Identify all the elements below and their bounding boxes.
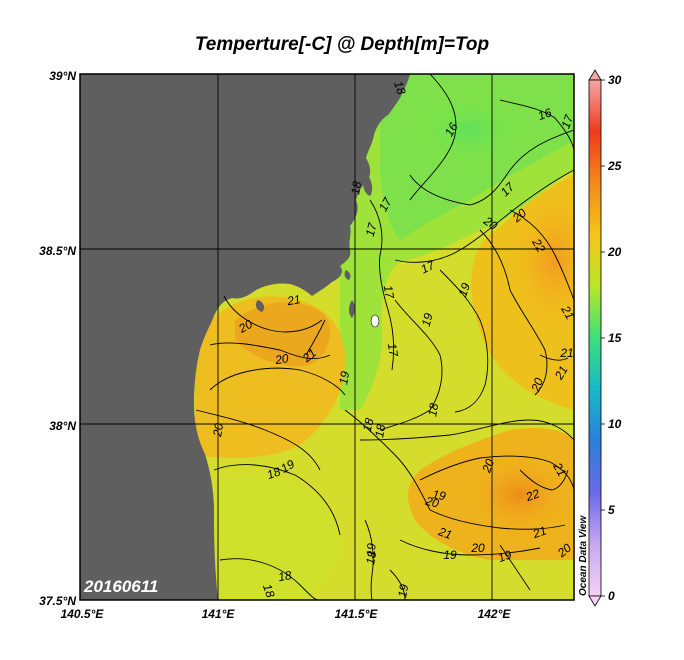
isoline-label: 17 bbox=[558, 112, 576, 131]
lat-tick-label: 38°N bbox=[49, 419, 76, 433]
odv-watermark: Ocean Data View bbox=[578, 515, 589, 596]
lat-axis: 39°N 38.5°N 38°N 37.5°N bbox=[39, 69, 76, 608]
isoline-label: 20 bbox=[273, 351, 290, 367]
isoline-label: 19 bbox=[496, 547, 514, 565]
isoline-label: 22 bbox=[523, 486, 542, 504]
graticule bbox=[80, 74, 574, 600]
isoline-label: 21 bbox=[558, 302, 577, 321]
isoline-label: 18 bbox=[260, 582, 278, 600]
isoline-label: 18 bbox=[265, 464, 283, 482]
land bbox=[80, 74, 410, 600]
isoline-label: 16 bbox=[442, 120, 461, 139]
lat-tick-label: 37.5°N bbox=[39, 594, 76, 608]
isoline-label: 21 bbox=[436, 524, 454, 542]
isoline-label: 21 bbox=[530, 523, 548, 541]
isoline-label: 20 bbox=[479, 457, 497, 476]
colorbar: 30 25 20 15 10 5 0 bbox=[588, 69, 622, 607]
isoline-label: 20 bbox=[528, 376, 546, 395]
isoline-label: 19 bbox=[364, 542, 379, 557]
isoline-label: 18 bbox=[391, 79, 409, 97]
lat-tick-label: 38.5°N bbox=[39, 244, 76, 258]
lon-axis: 140.5°E 141°E 141.5°E 142°E bbox=[61, 607, 512, 621]
colorbar-top-arrow bbox=[588, 69, 602, 81]
colorbar-tick-label: 10 bbox=[608, 417, 622, 431]
isoline-label: 18 bbox=[348, 180, 364, 196]
isoline-label: 19 bbox=[278, 457, 297, 476]
isoline-label: 21 bbox=[285, 292, 302, 308]
isoline-label: 17 bbox=[381, 284, 397, 301]
isoline-label: 16 bbox=[536, 105, 554, 123]
isolines bbox=[195, 74, 574, 600]
isoline-label: 21 bbox=[550, 459, 569, 478]
lon-tick-label: 140.5°E bbox=[61, 607, 105, 621]
colorbar-tick-label: 30 bbox=[608, 73, 622, 87]
colorbar-tick-label: 5 bbox=[608, 503, 615, 517]
isoline-label: 19 bbox=[455, 281, 473, 299]
isoline-label: 20 bbox=[470, 541, 485, 555]
isoline-label: 21 bbox=[551, 363, 570, 382]
isoline-label: 22 bbox=[529, 235, 548, 255]
colorbar-bar bbox=[588, 79, 602, 597]
isoline-label: 19 bbox=[395, 583, 411, 599]
colorbar-tick-label: 20 bbox=[607, 245, 622, 259]
isoline-label: 20 bbox=[423, 493, 441, 510]
lat-tick-label: 39°N bbox=[49, 69, 76, 83]
lon-tick-label: 141°E bbox=[202, 607, 236, 621]
isoline-label: 19 bbox=[431, 487, 447, 503]
plot-frame bbox=[79, 73, 575, 601]
colorbar-bottom-arrow bbox=[588, 595, 602, 607]
colorbar-tick-label: 0 bbox=[608, 589, 615, 603]
isoline-label: 17 bbox=[385, 342, 401, 359]
isoline-label: 18 bbox=[425, 402, 441, 418]
isoline-label: 20 bbox=[480, 213, 500, 233]
isoline-label: 18 bbox=[360, 416, 377, 433]
colorbar-tick-label: 15 bbox=[608, 331, 622, 345]
isoline-label: 21 bbox=[559, 346, 573, 360]
isoline-label: 18 bbox=[372, 423, 388, 439]
isoline-label: 17 bbox=[363, 220, 380, 238]
colorbar-tick-label: 25 bbox=[607, 159, 622, 173]
date-label: 20160611 bbox=[83, 577, 158, 596]
isoline-label: 18 bbox=[277, 568, 293, 584]
isoline-label: 20 bbox=[235, 317, 255, 336]
map-title: Temperture[-C] @ Depth[m]=Top bbox=[194, 34, 490, 55]
colorbar-ticks: 30 25 20 15 10 5 0 bbox=[601, 73, 622, 603]
lon-tick-label: 141.5°E bbox=[335, 607, 379, 621]
isoline-label: 19 bbox=[443, 548, 457, 562]
isoline-label: 18 bbox=[363, 550, 379, 566]
lon-tick-label: 142°E bbox=[478, 607, 512, 621]
isoline-label: 19 bbox=[419, 311, 436, 328]
isoline-label: 19 bbox=[336, 370, 352, 386]
